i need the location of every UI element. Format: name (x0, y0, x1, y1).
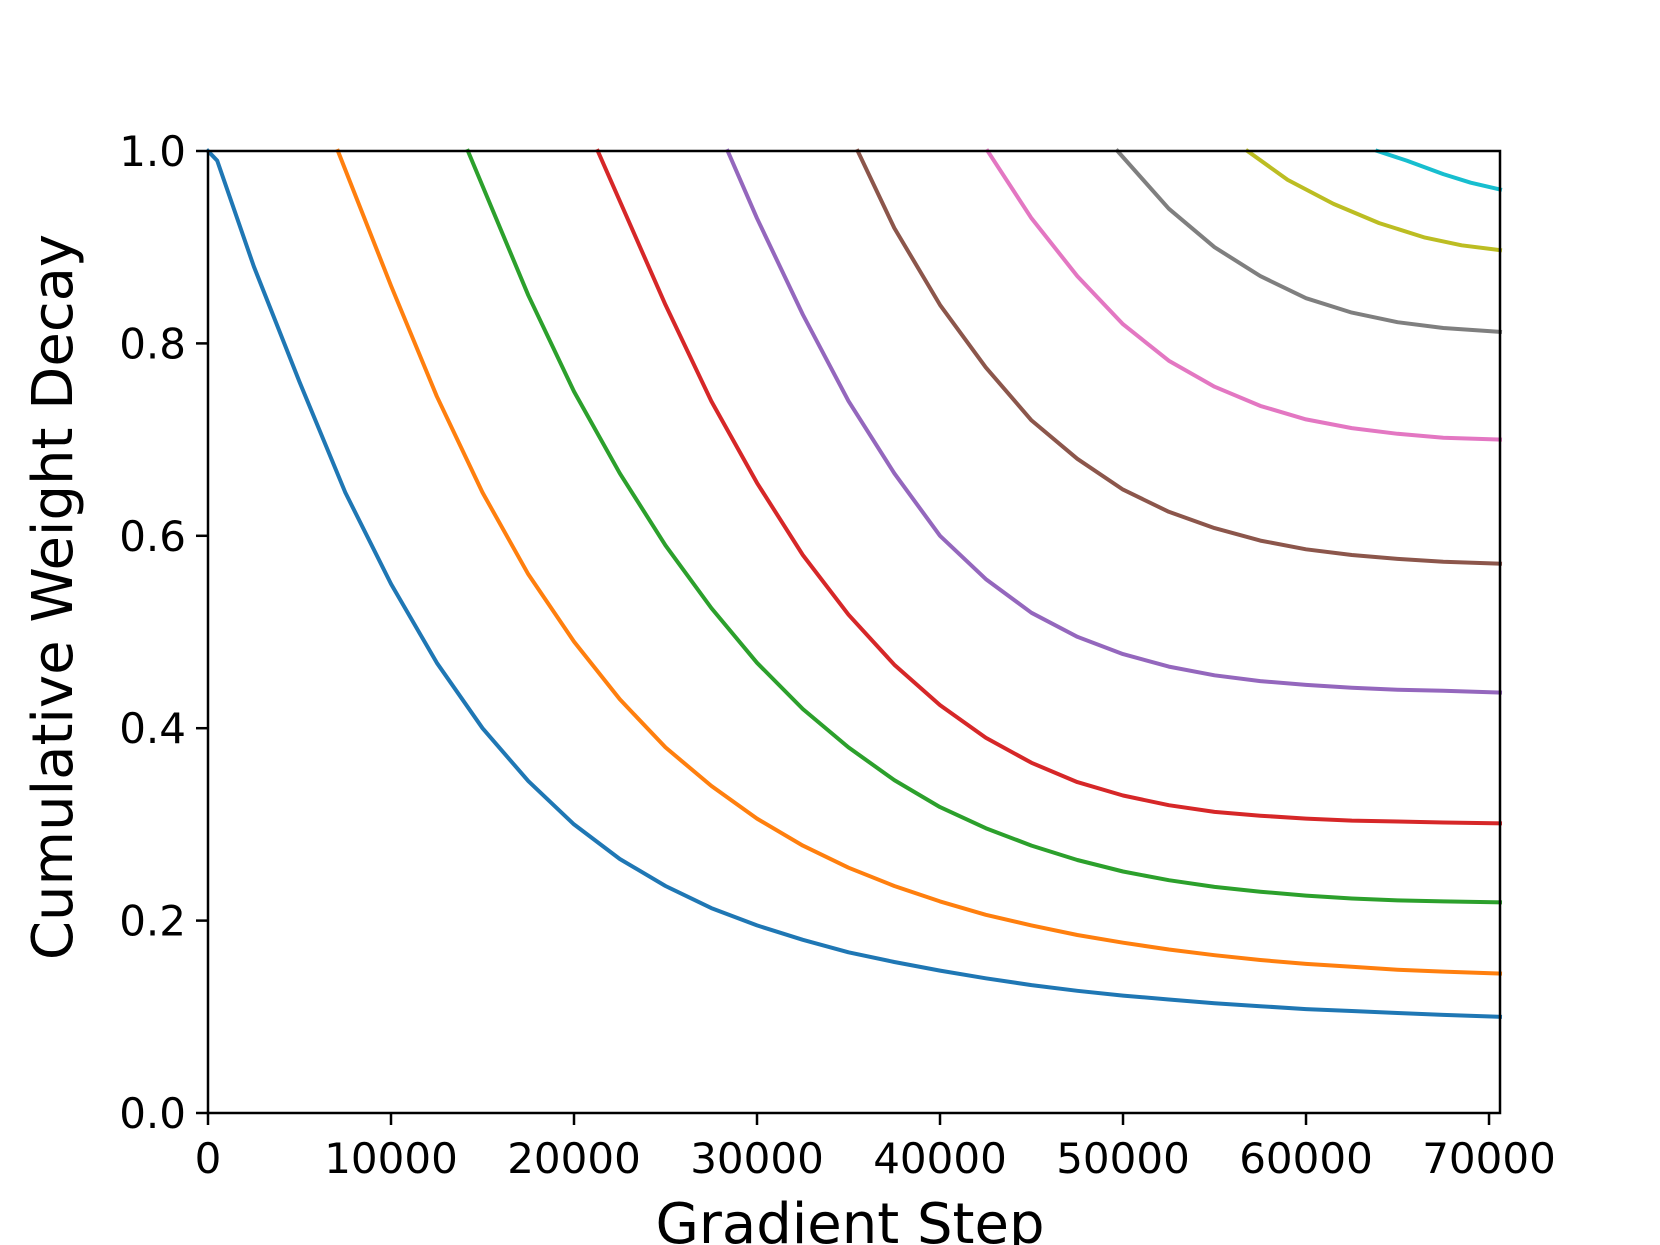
series-line-2 (335, 148, 1503, 976)
x-tick-label: 30000 (690, 1134, 824, 1183)
y-axis-title: Cumulative Weight Decay (21, 234, 86, 960)
x-tick-label: 40000 (873, 1134, 1007, 1183)
y-tick-label: 0.4 (119, 704, 186, 753)
series-line-7 (984, 148, 1503, 442)
plot-frame (206, 149, 1502, 1115)
x-tick-label: 10000 (324, 1134, 458, 1183)
y-tick-label: 0.6 (119, 512, 186, 561)
series-line-4 (595, 148, 1503, 826)
x-tick-label: 60000 (1239, 1134, 1373, 1183)
series-line-5 (725, 148, 1503, 695)
axes-layer: 0 10000 20000 30000 40000 50000 60000 70000 0.0 0… (119, 127, 1556, 1183)
x-tick-label: 50000 (1056, 1134, 1190, 1183)
x-axis-title: Gradient Step (655, 1192, 1044, 1245)
series-line-10 (1374, 148, 1503, 192)
x-tick-label: 0 (195, 1134, 222, 1183)
x-tick-label: 70000 (1422, 1134, 1556, 1183)
y-tick-label: 1.0 (119, 127, 186, 176)
series-line-3 (465, 148, 1503, 905)
y-tick-label: 0.8 (119, 319, 186, 368)
series-line-6 (855, 148, 1503, 566)
series-line-1 (205, 148, 1503, 1019)
y-tick-label: 0.0 (119, 1089, 186, 1138)
x-tick-label: 20000 (507, 1134, 641, 1183)
series-line-9 (1244, 148, 1503, 253)
series-line-8 (1114, 148, 1503, 335)
y-tick-label: 0.2 (119, 897, 186, 946)
series-layer (205, 148, 1503, 1019)
